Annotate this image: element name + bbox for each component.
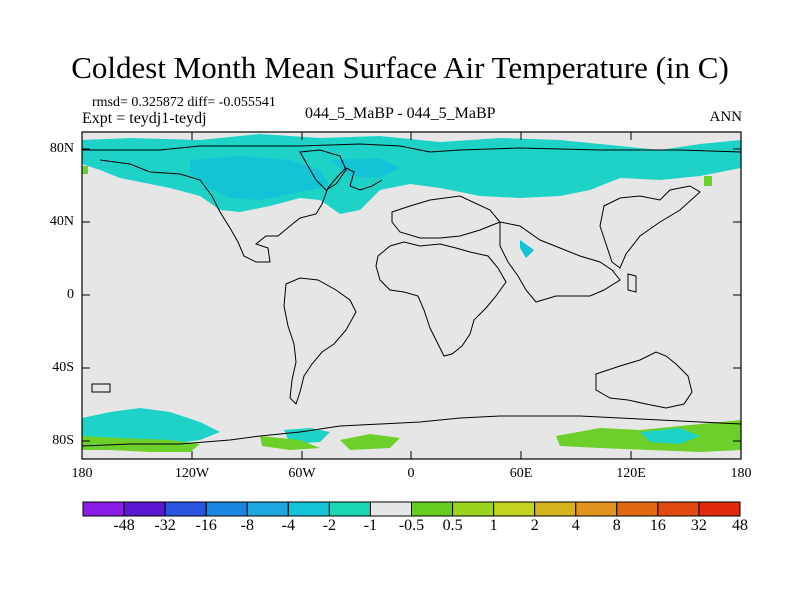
colorbar-label: -1 (363, 517, 378, 534)
colorbar-label: -48 (113, 517, 135, 534)
colorbar-label: 48 (732, 517, 748, 534)
lat-label-40s: 40S (52, 360, 74, 375)
colorbar-label: 32 (690, 517, 707, 534)
colorbar-swatch (205, 501, 248, 517)
colorbar-label: -16 (195, 517, 217, 534)
colorbar-swatch (411, 501, 454, 517)
colorbar-label: -4 (281, 517, 295, 534)
colorbar-swatch (369, 501, 413, 517)
colorbar-label: 0.5 (442, 517, 463, 534)
colorbar-label: 2 (530, 517, 539, 534)
colorbar-label: -2 (322, 517, 337, 534)
colorbar-swatch (82, 501, 125, 517)
case-label: 044_5_MaBP - 044_5_MaBP (305, 105, 496, 122)
colorbar-swatch (452, 501, 495, 517)
colorbar-label: -8 (240, 517, 254, 534)
lat-label-80n: 80N (49, 141, 74, 156)
colorbar-swatch (534, 501, 577, 517)
colorbar-label: 8 (612, 517, 621, 534)
lon-label-180w: 180 (71, 466, 93, 481)
experiment-label: Expt = teydj1-teydj (82, 110, 207, 127)
lon-label-120w: 120W (174, 466, 210, 481)
colorbar-label: 16 (649, 517, 666, 534)
colorbar-swatch (616, 501, 659, 517)
colorbar-swatch (287, 501, 330, 517)
colorbar-swatch (493, 501, 536, 517)
lon-label-180e: 180 (730, 466, 752, 481)
warm-spot (704, 176, 712, 186)
lat-label-80s: 80S (52, 433, 74, 448)
lon-label-60w: 60W (288, 466, 316, 481)
stats-label: rmsd= 0.325872 diff= -0.055541 (92, 95, 276, 110)
lon-label-60e: 60E (509, 466, 533, 481)
colorbar-swatch (698, 501, 741, 517)
colorbar-label: -32 (154, 517, 176, 534)
colorbar (82, 501, 741, 517)
colorbar-label: 4 (571, 517, 580, 534)
colorbar-label: -0.5 (398, 517, 425, 534)
lon-label-0: 0 (407, 466, 415, 481)
colorbar-label: 1 (489, 517, 498, 534)
colorbar-swatch (328, 501, 371, 517)
period-label: ANN (709, 109, 743, 125)
colorbar-swatch (164, 501, 207, 517)
lon-label-120e: 120E (616, 466, 646, 481)
plot-title: Coldest Month Mean Surface Air Temperatu… (71, 50, 729, 85)
colorbar-swatch (123, 501, 166, 517)
coastlines (81, 143, 742, 447)
lat-label-40n: 40N (49, 214, 74, 229)
arctic-cool-anomaly (82, 134, 741, 258)
colorbar-swatch (575, 501, 618, 517)
axis-ticks (81, 132, 742, 459)
colorbar-swatch (246, 501, 289, 517)
colorbar-swatch (657, 501, 700, 517)
lat-label-0: 0 (67, 287, 74, 302)
cool-spot (82, 166, 88, 174)
